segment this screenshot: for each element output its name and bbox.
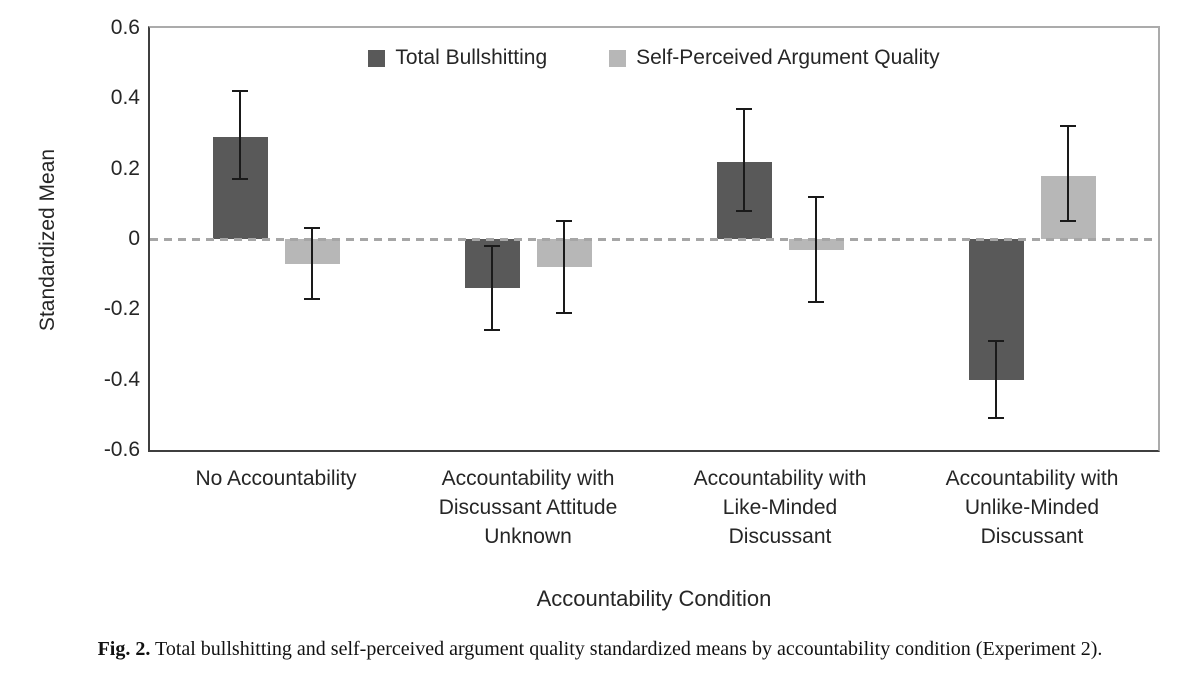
legend: Total Bullshitting Self-Perceived Argume… bbox=[150, 46, 1158, 70]
y-tick-label: 0 bbox=[128, 227, 140, 250]
error-bar-cap bbox=[304, 297, 320, 300]
legend-label-total-bullshitting: Total Bullshitting bbox=[395, 46, 548, 69]
x-category-label-0: No Accountability bbox=[195, 467, 357, 490]
error-bar bbox=[563, 221, 565, 313]
legend-swatch-light-icon bbox=[609, 49, 627, 67]
error-bar-cap bbox=[808, 301, 824, 304]
error-bar-cap bbox=[736, 209, 752, 212]
error-bar-cap bbox=[1060, 220, 1076, 223]
legend-entry-self-perceived-quality: Self-Perceived Argument Quality bbox=[609, 46, 940, 70]
y-tick-label: -0.4 bbox=[103, 367, 140, 391]
error-bar bbox=[491, 246, 493, 331]
x-category-label-3: Accountability with Unlike-Minded Discus… bbox=[945, 467, 1119, 548]
figure-caption: Fig. 2. Total bullshitting and self-perc… bbox=[30, 638, 1170, 661]
legend-swatch-dark-icon bbox=[368, 49, 386, 67]
error-bar-cap bbox=[1060, 125, 1076, 128]
plot-area: Total Bullshitting Self-Perceived Argume… bbox=[148, 26, 1160, 452]
x-category-label-2: Accountability with Like-Minded Discussa… bbox=[693, 467, 867, 548]
caption-text: Total bullshitting and self-perceived ar… bbox=[150, 638, 1103, 660]
error-bar bbox=[239, 91, 241, 180]
legend-label-self-perceived-quality: Self-Perceived Argument Quality bbox=[636, 46, 940, 69]
zero-gridline bbox=[150, 237, 1158, 241]
error-bar bbox=[995, 340, 997, 419]
x-axis-title: Accountability Condition bbox=[536, 586, 772, 611]
error-bar bbox=[1067, 126, 1069, 222]
error-bar-cap bbox=[988, 417, 1004, 420]
x-category-label-1: Accountability with Discussant Attitude … bbox=[438, 467, 618, 548]
error-bar-cap bbox=[304, 227, 320, 230]
y-tick-label: 0.2 bbox=[110, 156, 140, 180]
y-tick-label: -0.6 bbox=[103, 438, 140, 461]
error-bar-cap bbox=[808, 195, 824, 198]
caption-label: Fig. 2. bbox=[97, 638, 151, 660]
error-bar-cap bbox=[232, 178, 248, 181]
error-bar-cap bbox=[232, 90, 248, 93]
error-bar-cap bbox=[736, 107, 752, 110]
error-bar bbox=[311, 228, 313, 299]
error-bar-cap bbox=[484, 245, 500, 248]
error-bar-cap bbox=[988, 339, 1004, 342]
error-bar-cap bbox=[556, 220, 572, 223]
legend-entry-total-bullshitting: Total Bullshitting bbox=[368, 46, 547, 70]
error-bar-cap bbox=[556, 311, 572, 314]
error-bar bbox=[815, 196, 817, 303]
error-bar bbox=[743, 108, 745, 211]
error-bar-cap bbox=[484, 329, 500, 332]
y-tick-label: 0.6 bbox=[110, 16, 140, 39]
y-tick-label: -0.2 bbox=[103, 297, 140, 321]
y-tick-label: 0.4 bbox=[110, 86, 140, 110]
